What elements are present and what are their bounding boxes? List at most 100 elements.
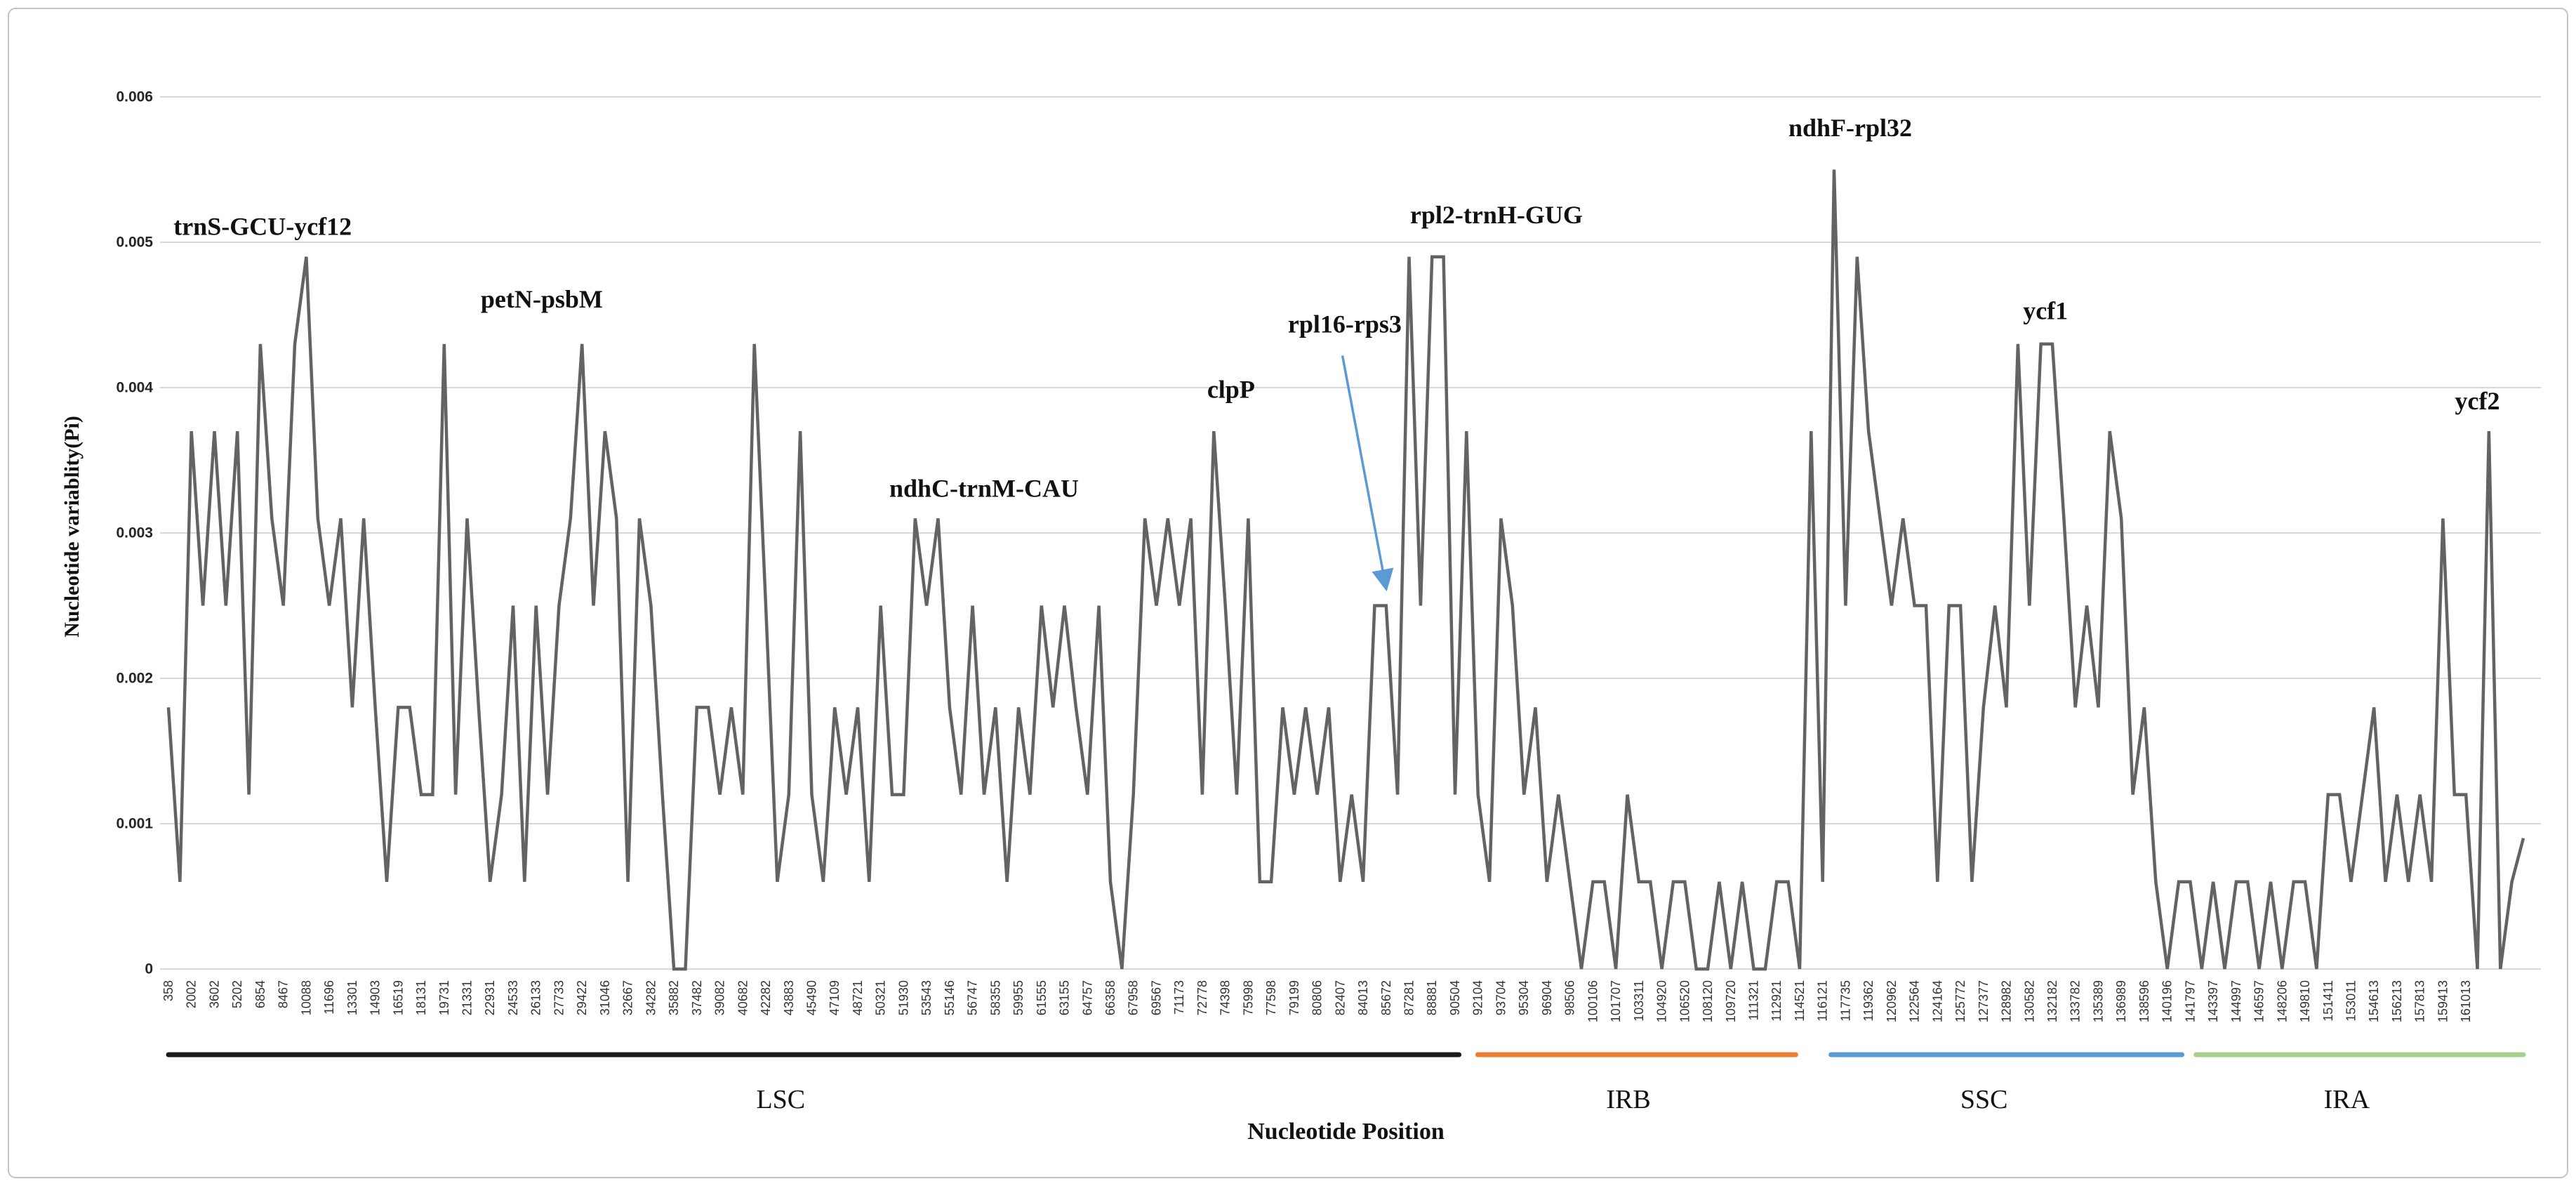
x-tick-label: 153011 <box>2344 980 2358 1022</box>
x-tick-label: 85672 <box>1379 980 1393 1015</box>
region-label-irb: IRB <box>1606 1085 1650 1114</box>
x-tick-label: 3602 <box>207 980 221 1008</box>
region-label-ssc: SSC <box>1960 1085 2008 1114</box>
x-tick-label: 156213 <box>2390 980 2404 1022</box>
x-tick-label: 90504 <box>1448 980 1462 1015</box>
x-tick-label: 161013 <box>2459 980 2473 1022</box>
x-tick-label: 27733 <box>552 980 566 1015</box>
x-tick-label: 18131 <box>414 980 428 1015</box>
x-tick-label: 101707 <box>1609 980 1623 1022</box>
x-tick-label: 92104 <box>1471 980 1485 1015</box>
x-tick-label: 71173 <box>1172 980 1186 1015</box>
x-tick-label: 111321 <box>1746 980 1760 1020</box>
x-tick-label: 67958 <box>1127 980 1141 1015</box>
x-tick-label: 151411 <box>2321 980 2335 1022</box>
x-tick-label: 98506 <box>1563 980 1577 1015</box>
annotation-trns-gcu-ycf12: trnS-GCU-ycf12 <box>173 213 352 241</box>
x-tick-label: 13301 <box>345 980 359 1015</box>
y-tick-label: 0 <box>145 961 153 977</box>
x-tick-label: 8467 <box>277 980 291 1008</box>
x-tick-label: 63155 <box>1058 980 1072 1015</box>
x-tick-label: 66358 <box>1103 980 1117 1015</box>
x-tick-label: 82407 <box>1333 980 1347 1015</box>
x-tick-label: 148206 <box>2275 980 2289 1022</box>
x-tick-label: 26133 <box>529 980 543 1015</box>
x-tick-label: 79199 <box>1287 980 1301 1015</box>
x-tick-label: 124164 <box>1930 980 1944 1022</box>
x-tick-label: 108120 <box>1701 980 1715 1022</box>
x-tick-label: 77598 <box>1264 980 1278 1015</box>
x-tick-label: 47109 <box>828 980 842 1015</box>
x-tick-label: 135389 <box>2091 980 2105 1022</box>
x-tick-label: 159413 <box>2436 980 2450 1022</box>
x-tick-label: 141797 <box>2183 980 2197 1022</box>
x-tick-label: 19731 <box>437 980 451 1015</box>
annotation-rpl2-trnh-gug: rpl2-trnH-GUG <box>1410 201 1583 229</box>
x-tick-label: 40682 <box>736 980 750 1015</box>
x-tick-label: 125772 <box>1953 980 1967 1022</box>
annotation-clpp: clpP <box>1207 375 1255 403</box>
x-tick-label: 133782 <box>2069 980 2083 1022</box>
y-axis-title: Nucleotide variablity(Pi) <box>60 416 84 638</box>
figure-frame <box>8 8 2568 1178</box>
x-tick-label: 5202 <box>230 980 244 1008</box>
x-tick-label: 2002 <box>185 980 199 1008</box>
annotation-petn-psbm: petN-psbM <box>481 285 603 313</box>
x-tick-label: 138596 <box>2137 980 2151 1022</box>
x-tick-label: 95304 <box>1517 980 1531 1015</box>
x-tick-label: 51930 <box>896 980 910 1015</box>
x-tick-label: 116121 <box>1816 980 1830 1022</box>
y-tick-label: 0.006 <box>116 89 153 105</box>
x-tick-label: 72778 <box>1195 980 1209 1015</box>
x-tick-label: 128982 <box>2000 980 2014 1022</box>
x-tick-label: 143397 <box>2206 980 2220 1022</box>
x-tick-label: 64757 <box>1080 980 1094 1015</box>
x-tick-label: 96904 <box>1540 980 1554 1015</box>
x-tick-label: 120962 <box>1885 980 1899 1022</box>
x-tick-label: 132182 <box>2045 980 2059 1022</box>
x-tick-label: 31046 <box>598 980 612 1015</box>
region-label-lsc: LSC <box>756 1085 805 1114</box>
y-tick-label: 0.001 <box>116 816 153 832</box>
x-tick-label: 87281 <box>1402 980 1416 1015</box>
x-tick-label: 157813 <box>2413 980 2427 1022</box>
x-tick-label: 29422 <box>575 980 589 1015</box>
x-tick-label: 104920 <box>1655 980 1669 1022</box>
x-tick-label: 56747 <box>966 980 980 1015</box>
x-tick-label: 74398 <box>1219 980 1233 1015</box>
y-tick-label: 0.003 <box>116 525 153 541</box>
x-tick-label: 106520 <box>1678 980 1692 1022</box>
y-tick-label: 0.004 <box>116 380 153 396</box>
x-tick-label: 154613 <box>2367 980 2381 1022</box>
x-tick-label: 127377 <box>1977 980 1991 1022</box>
x-tick-label: 84013 <box>1356 980 1370 1015</box>
x-tick-label: 16519 <box>391 980 405 1015</box>
x-tick-label: 80806 <box>1310 980 1324 1015</box>
x-tick-label: 43883 <box>782 980 796 1015</box>
region-label-ira: IRA <box>2324 1085 2370 1114</box>
x-tick-label: 34282 <box>644 980 658 1015</box>
x-tick-label: 109720 <box>1724 980 1738 1022</box>
x-tick-label: 6854 <box>253 980 267 1008</box>
x-tick-label: 10088 <box>299 980 313 1015</box>
x-tick-label: 119362 <box>1861 980 1875 1022</box>
x-tick-label: 35882 <box>667 980 681 1015</box>
x-tick-label: 100106 <box>1586 980 1600 1022</box>
annotation-ndhf-rpl32: ndhF-rpl32 <box>1788 114 1912 142</box>
x-tick-label: 14903 <box>369 980 383 1015</box>
annotation-ycf2: ycf2 <box>2455 387 2500 415</box>
x-tick-label: 75998 <box>1241 980 1255 1015</box>
x-tick-label: 32667 <box>621 980 635 1015</box>
x-tick-label: 37482 <box>690 980 704 1015</box>
x-tick-label: 48721 <box>851 980 865 1015</box>
x-axis-title: Nucleotide Position <box>1247 1119 1445 1145</box>
x-tick-label: 59955 <box>1011 980 1025 1015</box>
x-tick-label: 136989 <box>2114 980 2128 1022</box>
x-tick-label: 149810 <box>2298 980 2312 1022</box>
x-tick-label: 117735 <box>1838 980 1852 1022</box>
x-tick-label: 50321 <box>874 980 888 1015</box>
x-tick-label: 88881 <box>1425 980 1439 1015</box>
x-tick-label: 11696 <box>322 980 336 1015</box>
